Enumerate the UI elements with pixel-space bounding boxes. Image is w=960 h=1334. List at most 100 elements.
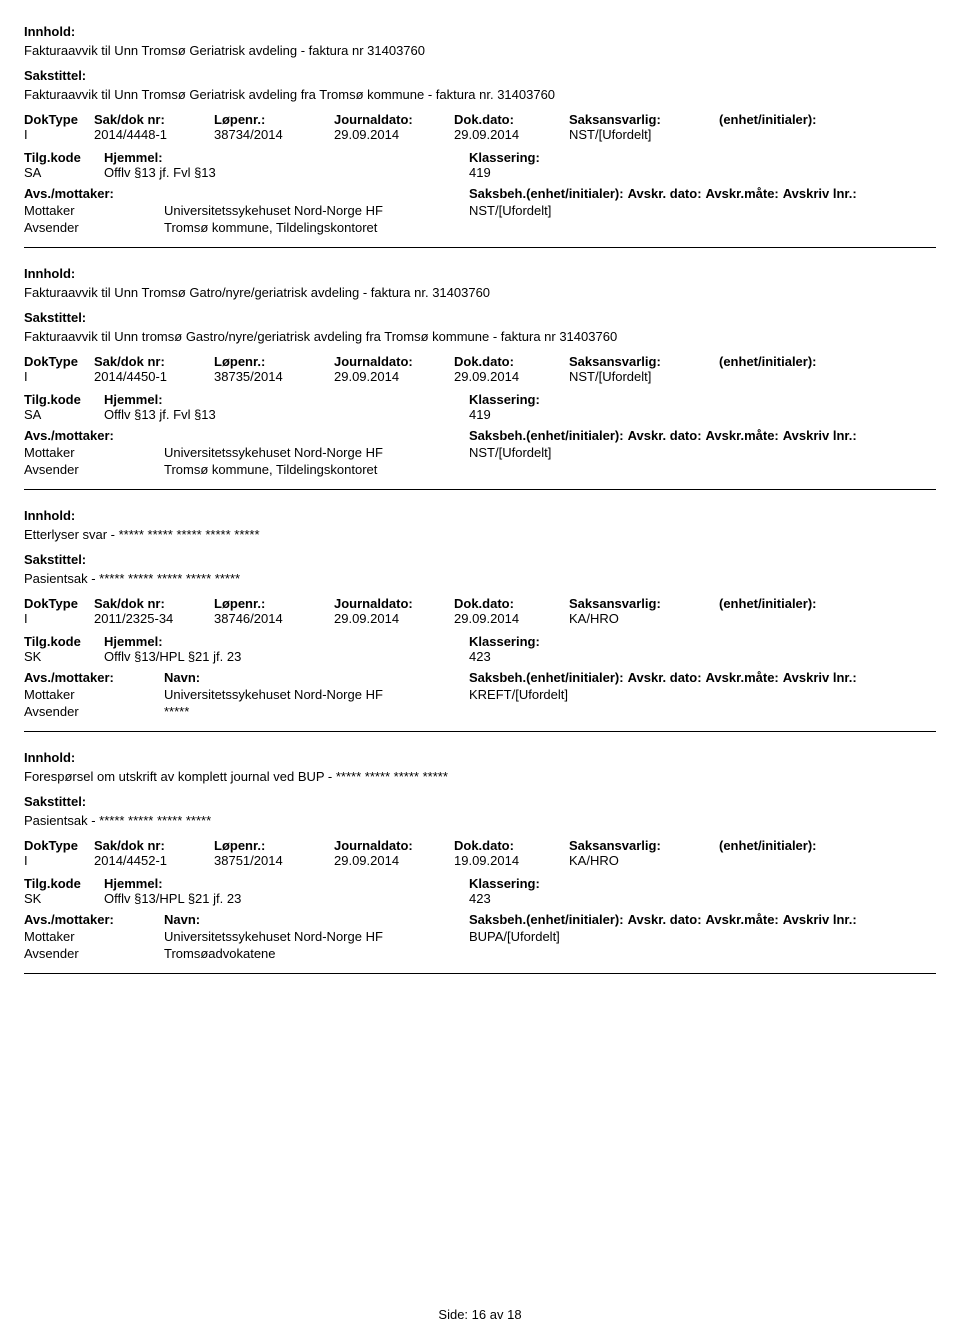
tilgkode-header: Tilg.kode [24,392,104,407]
avs-mottaker-header: Avs./mottaker: [24,186,164,201]
doktype-header: DokType [24,354,94,369]
columns-header: DokTypeSak/dok nr:Løpenr.:Journaldato:Do… [24,838,936,853]
dokdato-value: 19.09.2014 [454,853,569,868]
klassering-header: Klassering: [469,392,936,407]
saksbeh-col-0: Saksbeh.(enhet/initialer): [469,186,624,201]
columns-header: DokTypeSak/dok nr:Løpenr.:Journaldato:Do… [24,112,936,127]
dokdato-header: Dok.dato: [454,112,569,127]
tilg-klass-values: SAOfflv §13 jf. Fvl §13419 [24,165,936,180]
saksbeh-col-1: Avskr. dato: [628,912,702,927]
journal-record: Innhold:Forespørsel om utskrift av kompl… [24,750,936,974]
dokdato-value: 29.09.2014 [454,611,569,626]
mottaker-unit: BUPA/[Ufordelt] [469,929,936,944]
mottaker-name: Universitetssykehuset Nord-Norge HF [164,203,469,218]
tilg-klass-values: SKOfflv §13/HPL §21 jf. 23423 [24,891,936,906]
hjemmel-header: Hjemmel: [104,876,469,891]
saksansvarlig-header: Saksansvarlig: [569,596,719,611]
tilg-klass-header: Tilg.kodeHjemmel:Klassering: [24,392,936,407]
saksansvarlig-header: Saksansvarlig: [569,838,719,853]
saksbeh-right: Saksbeh.(enhet/initialer):Avskr. dato:Av… [469,428,861,443]
sakstittel-label: Sakstittel: [24,310,936,325]
page-footer: Side: 16 av 18 [0,1307,960,1322]
klassering-header: Klassering: [469,150,936,165]
sakstittel-text: Fakturaavvik til Unn tromsø Gastro/nyre/… [24,329,936,344]
saksbeh-header: Avs./mottaker:Navn:Saksbeh.(enhet/initia… [24,912,936,927]
saksbeh-col-1: Avskr. dato: [628,186,702,201]
journaldato-header: Journaldato: [334,354,454,369]
saksbeh-col-1: Avskr. dato: [628,670,702,685]
hjemmel-header: Hjemmel: [104,150,469,165]
klassering-value: 419 [469,407,936,422]
innhold-label: Innhold: [24,24,936,39]
enhet-header: (enhet/initialer): [719,112,936,127]
avsender-label: Avsender [24,462,164,477]
journaldato-value: 29.09.2014 [334,127,454,142]
innhold-text: Fakturaavvik til Unn Tromsø Geriatrisk a… [24,43,936,58]
sakdok-header: Sak/dok nr: [94,354,214,369]
saksbeh-header: Avs./mottaker: Saksbeh.(enhet/initialer):… [24,186,936,201]
journaldato-value: 29.09.2014 [334,369,454,384]
lopenr-value: 38746/2014 [214,611,334,626]
enhet-header: (enhet/initialer): [719,838,936,853]
journaldato-header: Journaldato: [334,838,454,853]
footer-av-label: av [490,1307,504,1322]
tilg-klass-header: Tilg.kodeHjemmel:Klassering: [24,150,936,165]
saksbeh-header: Avs./mottaker:Saksbeh.(enhet/initialer):… [24,428,936,443]
enhet-header: (enhet/initialer): [719,596,936,611]
avsender-name: ***** [164,704,469,719]
tilg-klass-header: Tilg.kodeHjemmel:Klassering: [24,634,936,649]
saksbeh-col-0: Saksbeh.(enhet/initialer): [469,912,624,927]
mottaker-label: Mottaker [24,687,164,702]
tilgkode-value: SK [24,891,104,906]
innhold-text: Forespørsel om utskrift av komplett jour… [24,769,936,784]
klassering-value: 423 [469,649,936,664]
navn-header: Navn: [164,912,469,927]
doktype-header: DokType [24,112,94,127]
saksbeh-col-2: Avskr.måte: [706,670,779,685]
avsender-label: Avsender [24,220,164,235]
saksbeh-header: Avs./mottaker:Navn:Saksbeh.(enhet/initia… [24,670,936,685]
journaldato-value: 29.09.2014 [334,853,454,868]
klassering-value: 423 [469,891,936,906]
saksbeh-right: Saksbeh.(enhet/initialer): Avskr. dato: Av… [469,186,861,201]
mottaker-row: MottakerUniversitetssykehuset Nord-Norge… [24,445,936,460]
sakstittel-label: Sakstittel: [24,68,936,83]
navn-header [164,428,469,443]
sakdok-value: 2014/4450-1 [94,369,214,384]
sakstittel-text: Pasientsak - ***** ***** ***** ***** ***… [24,571,936,586]
innhold-text: Fakturaavvik til Unn Tromsø Gatro/nyre/g… [24,285,936,300]
lopenr-header: Løpenr.: [214,596,334,611]
saksansvarlig-value: KA/HRO [569,853,719,868]
saksbeh-col-3: Avskriv lnr.: [783,428,857,443]
footer-side-label: Side: [438,1307,468,1322]
doktype-value: I [24,127,94,142]
dokdato-header: Dok.dato: [454,354,569,369]
doktype-header: DokType [24,596,94,611]
avs-mottaker-header: Avs./mottaker: [24,670,164,685]
mottaker-label: Mottaker [24,203,164,218]
dokdato-header: Dok.dato: [454,596,569,611]
dokdato-header: Dok.dato: [454,838,569,853]
avs-mottaker-header: Avs./mottaker: [24,912,164,927]
avsender-name: Tromsø kommune, Tildelingskontoret [164,462,469,477]
sakstittel-text: Pasientsak - ***** ***** ***** ***** [24,813,936,828]
sakdok-value: 2014/4448-1 [94,127,214,142]
sakstittel-text: Fakturaavvik til Unn Tromsø Geriatrisk a… [24,87,936,102]
klassering-header: Klassering: [469,634,936,649]
hjemmel-value: Offlv §13/HPL §21 jf. 23 [104,891,469,906]
saksbeh-col-1: Avskr. dato: [628,428,702,443]
avsender-row: AvsenderTromsø kommune, Tildelingskontor… [24,462,936,477]
lopenr-header: Løpenr.: [214,838,334,853]
hjemmel-value: Offlv §13 jf. Fvl §13 [104,165,469,180]
tilgkode-value: SA [24,407,104,422]
klassering-header: Klassering: [469,876,936,891]
innhold-label: Innhold: [24,266,936,281]
klassering-value: 419 [469,165,936,180]
journal-record: Innhold:Etterlyser svar - ***** ***** **… [24,508,936,732]
saksbeh-col-3: Avskriv lnr.: [783,186,857,201]
tilgkode-value: SK [24,649,104,664]
hjemmel-header: Hjemmel: [104,392,469,407]
mottaker-unit: NST/[Ufordelt] [469,445,936,460]
doktype-value: I [24,853,94,868]
tilgkode-header: Tilg.kode [24,634,104,649]
